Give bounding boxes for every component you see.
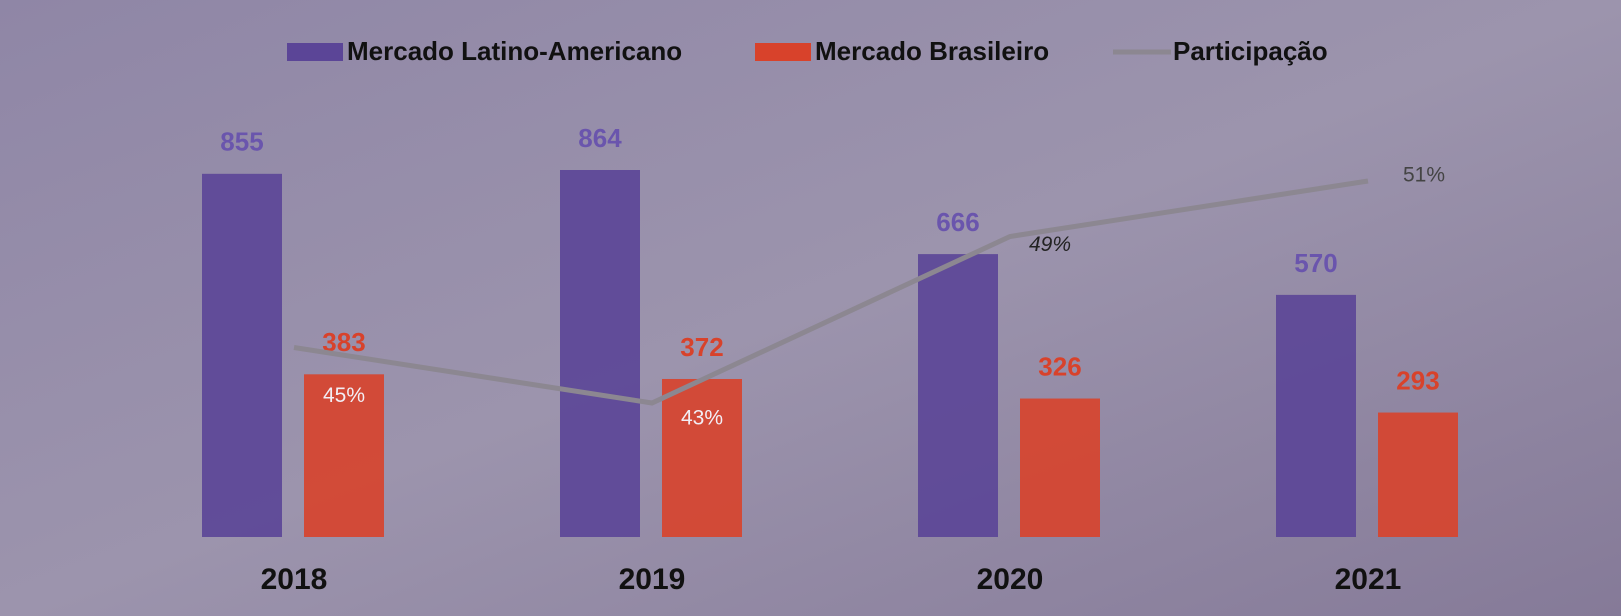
legend-label: Participação (1173, 36, 1328, 66)
bar (1378, 412, 1458, 537)
value-label: 372 (680, 332, 723, 362)
bar (202, 173, 282, 537)
bar (1020, 398, 1100, 537)
x-tick-label: 2020 (977, 563, 1044, 596)
line-label: 43% (681, 407, 723, 430)
value-label: 864 (578, 123, 622, 153)
value-label: 855 (220, 127, 263, 157)
plot: Mercado Latino-Americano Mercado Brasilei… (202, 36, 1458, 596)
bar (662, 378, 742, 537)
x-tick-label: 2021 (1335, 563, 1402, 596)
line-label: 51% (1403, 164, 1445, 187)
value-label: 666 (936, 207, 979, 237)
bar (560, 170, 640, 537)
legend-swatch (287, 43, 343, 61)
bar (1276, 294, 1356, 537)
line (293, 178, 1369, 406)
bar (918, 254, 998, 537)
value-label: 570 (1294, 248, 1337, 278)
legend-label: Mercado Brasileiro (815, 36, 1049, 66)
line-label: 45% (323, 384, 365, 407)
value-label: 326 (1038, 351, 1081, 381)
value-label: 293 (1396, 365, 1439, 395)
x-tick-label: 2019 (619, 563, 686, 596)
line-label: 49% (1029, 233, 1071, 256)
legend-label: Mercado Latino-Americano (347, 36, 682, 66)
bar (304, 374, 384, 537)
legend-swatch (755, 43, 811, 61)
x-tick-label: 2018 (261, 563, 328, 596)
